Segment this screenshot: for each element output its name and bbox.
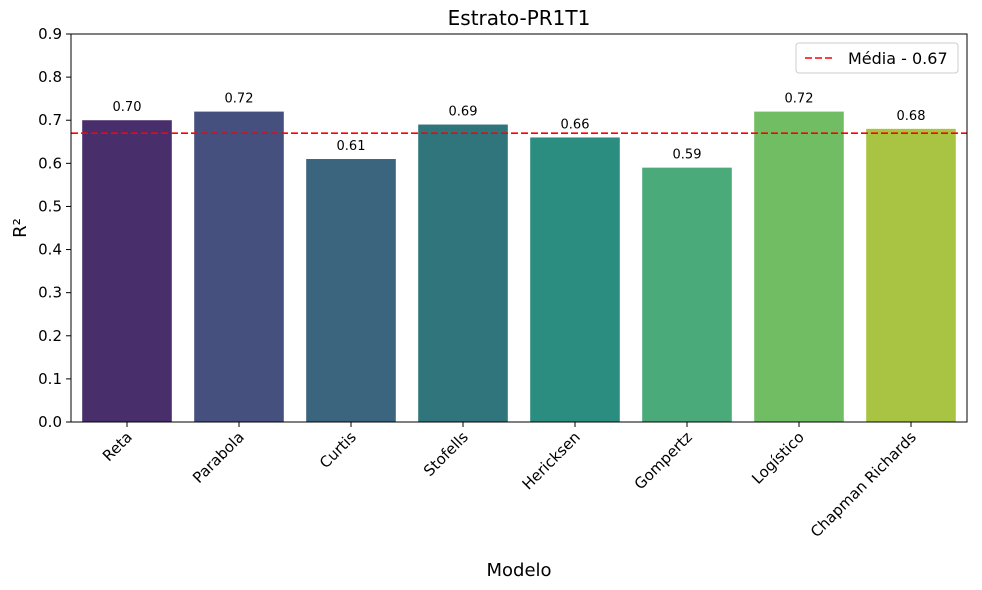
y-tick-label: 0.8: [38, 68, 62, 86]
y-tick-label: 0.7: [38, 111, 62, 129]
bar-value-label: 0.69: [449, 105, 478, 120]
bar: [866, 128, 956, 422]
bar: [754, 111, 844, 422]
y-tick-label: 0.0: [38, 413, 62, 431]
bar: [530, 137, 620, 422]
x-tick-label: Hericksen: [519, 428, 584, 493]
x-tick-label: Curtis: [316, 428, 360, 472]
bar: [306, 159, 396, 422]
bar-value-label: 0.70: [113, 100, 142, 115]
bars-group: 0.70 0.72 0.61 0.69 0.66 0.59 0.72 0.68: [82, 92, 956, 423]
x-axis-label: Modelo: [486, 560, 551, 581]
bar-value-label: 0.59: [673, 148, 702, 163]
bar: [82, 120, 172, 422]
legend-label: Média - 0.67: [848, 49, 948, 68]
bar: [194, 111, 284, 422]
legend: Média - 0.67: [795, 42, 959, 74]
bar: [418, 124, 508, 423]
x-axis: Reta Parabola Curtis Stofells Hericksen Gompe…: [99, 422, 920, 541]
x-tick-label: Gompertz: [631, 428, 696, 493]
y-tick-label: 0.3: [38, 284, 62, 302]
bar-value-label: 0.72: [785, 92, 814, 107]
y-tick-label: 0.1: [38, 370, 62, 388]
legend-box: [795, 42, 959, 74]
bar: [642, 167, 732, 422]
x-tick-label: Stofells: [420, 428, 472, 480]
y-tick-label: 0.2: [38, 327, 62, 345]
y-tick-label: 0.4: [38, 241, 62, 259]
y-tick-label: 0.6: [38, 154, 62, 172]
x-tick-label: Parabola: [189, 428, 248, 487]
bar-value-label: 0.61: [337, 139, 366, 154]
x-tick-label: Reta: [99, 428, 136, 465]
x-tick-label: Logístico: [748, 428, 808, 488]
bar-value-label: 0.72: [225, 92, 254, 107]
bar-value-label: 0.68: [897, 109, 926, 124]
y-axis: 0.0 0.1 0.2 0.3 0.4 0.5 0.6 0.7 0.8 0.9: [38, 25, 71, 431]
y-tick-label: 0.5: [38, 197, 62, 215]
bar-value-label: 0.66: [561, 117, 590, 132]
y-tick-label: 0.9: [38, 25, 62, 43]
y-axis-label: R²: [10, 218, 31, 238]
plot-frame: [70, 33, 968, 423]
x-tick-label: Chapman Richards: [807, 428, 920, 541]
chart-title: Estrato-PR1T1: [448, 6, 591, 30]
